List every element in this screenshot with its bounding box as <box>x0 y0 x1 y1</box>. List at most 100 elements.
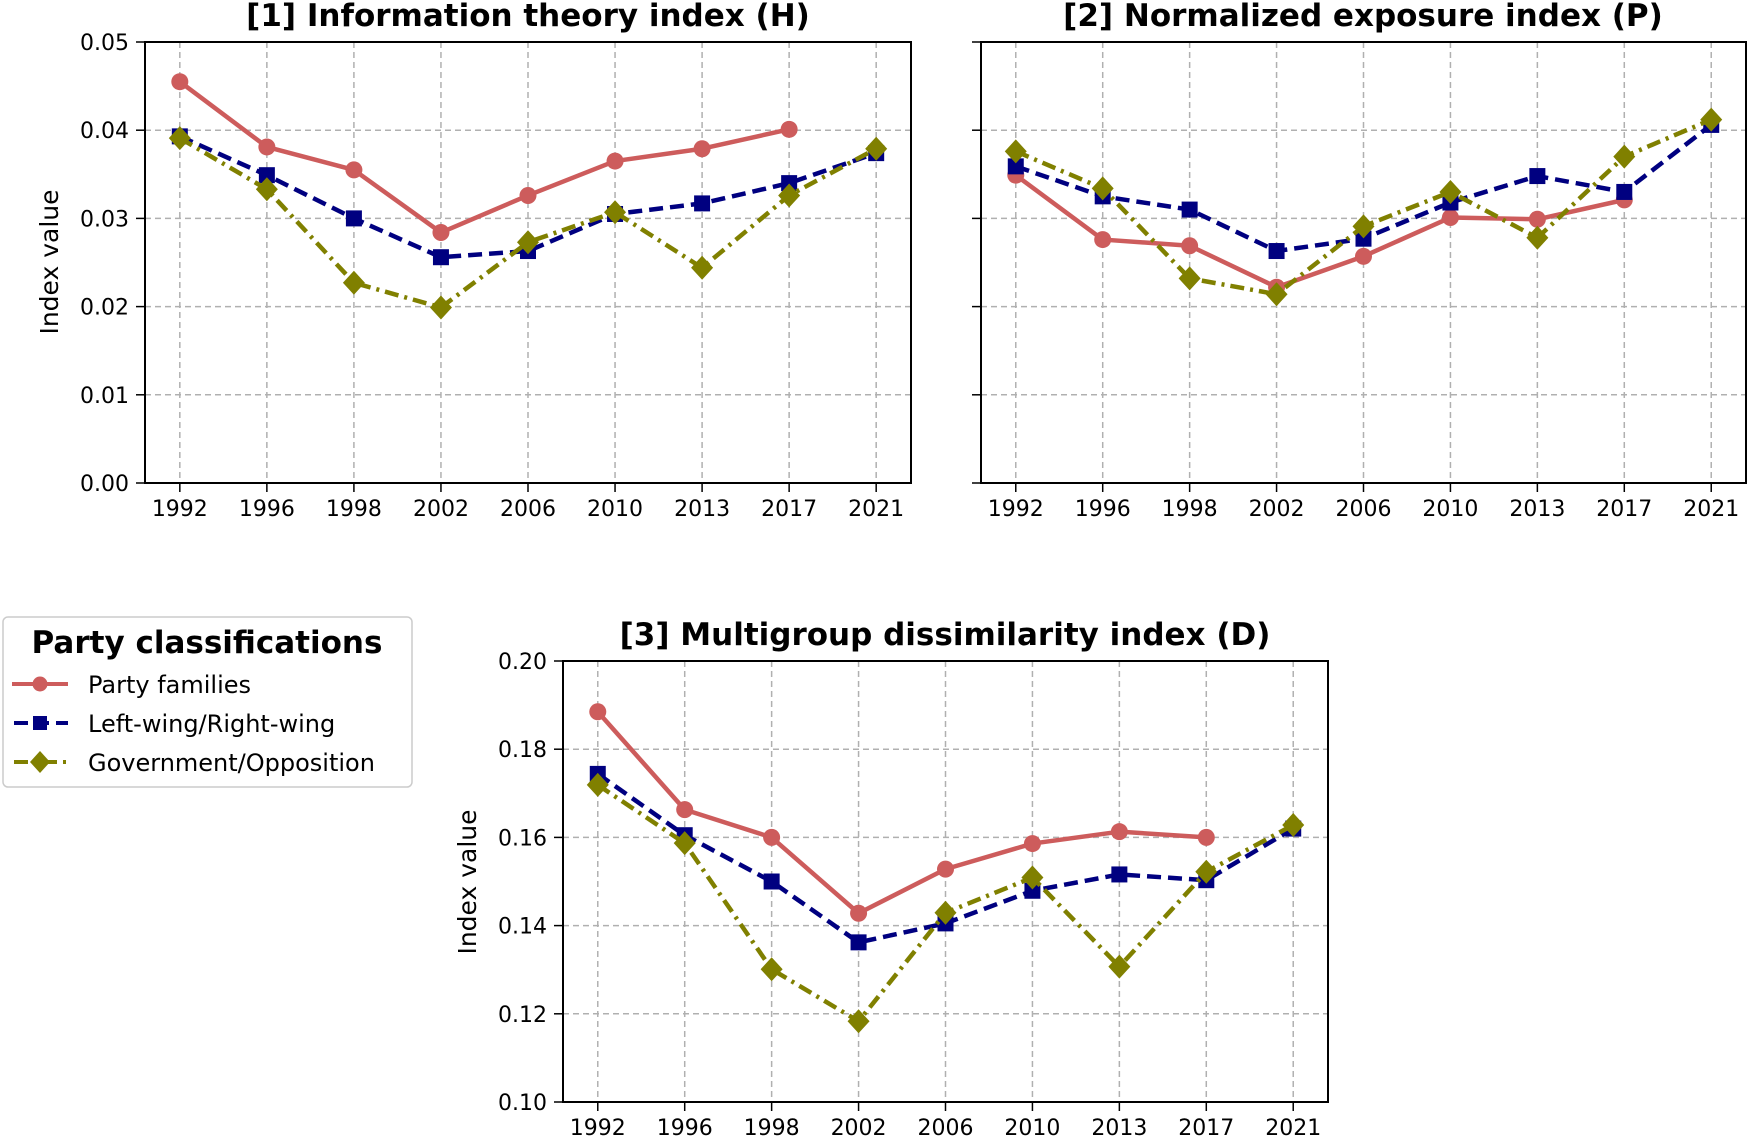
y-tick-label: 0.18 <box>498 738 547 763</box>
series-party-families <box>171 73 798 242</box>
data-point <box>171 73 189 91</box>
y-tick-label: 0.16 <box>498 826 547 851</box>
data-point <box>676 801 694 819</box>
x-tick-label: 2013 <box>1509 497 1565 522</box>
y-axis-label: Index value <box>35 189 64 334</box>
data-point <box>1111 866 1128 883</box>
data-point <box>1021 865 1044 890</box>
data-point <box>1195 859 1218 884</box>
data-point <box>1441 209 1459 227</box>
data-point <box>1023 835 1041 853</box>
x-tick-label: 2006 <box>500 497 556 522</box>
data-point <box>694 195 711 212</box>
data-point <box>1004 139 1027 164</box>
square-marker-icon <box>33 716 47 730</box>
data-point <box>1282 813 1305 838</box>
data-point <box>258 167 275 184</box>
x-tick-label: 1998 <box>326 497 382 522</box>
x-tick-label: 1992 <box>988 497 1044 522</box>
x-tick-label: 2013 <box>674 497 730 522</box>
data-point <box>345 210 362 227</box>
chart-title: [2] Normalized exposure index (P) <box>1063 0 1663 34</box>
y-tick-label: 0.10 <box>498 1091 547 1116</box>
x-tick-label: 2002 <box>831 1116 887 1139</box>
data-point <box>937 860 954 878</box>
x-tick-label: 2010 <box>1422 497 1478 522</box>
x-tick-label: 2013 <box>1091 1116 1147 1139</box>
data-point <box>429 295 452 320</box>
data-point <box>589 703 607 721</box>
legend-entry-left-right: Left-wing/Right-wing <box>14 710 335 738</box>
data-point <box>1007 158 1024 175</box>
y-tick-label: 0.04 <box>80 119 129 144</box>
series-line <box>178 134 877 260</box>
x-tick-label: 1998 <box>744 1116 800 1139</box>
x-tick-label: 2006 <box>918 1116 974 1139</box>
data-point <box>345 161 363 179</box>
x-tick-label: 2017 <box>1178 1116 1234 1139</box>
legend-entry-government-opposition: Government/Opposition <box>14 749 375 777</box>
legend-label: Party families <box>88 671 251 699</box>
data-point <box>1529 168 1546 185</box>
data-point <box>1616 183 1633 200</box>
x-tick-label: 1996 <box>657 1116 713 1139</box>
x-tick-label: 2010 <box>587 497 643 522</box>
data-point <box>850 904 868 922</box>
series-government-opposition <box>168 126 888 320</box>
legend-frame <box>2 616 413 788</box>
data-point <box>604 200 627 225</box>
data-point <box>780 120 798 138</box>
data-point <box>693 140 711 158</box>
y-tick-label: 0.05 <box>80 31 129 56</box>
data-point <box>432 224 450 242</box>
axes-frame <box>562 660 1329 1103</box>
data-point <box>847 1009 870 1034</box>
legend-label: Government/Opposition <box>88 749 375 777</box>
data-point <box>763 828 781 846</box>
x-tick-label: 2017 <box>1596 497 1652 522</box>
data-point <box>1181 237 1199 255</box>
data-point <box>865 136 888 161</box>
x-tick-label: 2002 <box>1249 497 1305 522</box>
gridlines <box>563 661 1328 1102</box>
x-tick-label: 2021 <box>1683 497 1739 522</box>
data-point <box>432 249 449 266</box>
axes-frame <box>144 41 912 484</box>
x-tick-label: 2021 <box>848 497 904 522</box>
data-point <box>673 831 696 856</box>
y-tick-label: 0.20 <box>498 650 547 675</box>
x-tick-label: 2002 <box>413 497 469 522</box>
legend-label: Left-wing/Right-wing <box>88 710 335 738</box>
panel-normalized-exposure-index: [2] Normalized exposure index (P) 1992 19… <box>972 0 1747 522</box>
diamond-marker-icon <box>30 751 50 773</box>
data-point <box>255 177 278 202</box>
y-tick-label: 0.03 <box>80 207 129 232</box>
data-point <box>1265 282 1288 307</box>
legend: Party classifications Party families Lef… <box>2 616 413 788</box>
x-tick-label: 1998 <box>1162 497 1218 522</box>
data-point <box>1268 243 1285 260</box>
x-tick-label: 1992 <box>570 1116 626 1139</box>
chart-title: [1] Information theory index (H) <box>246 0 810 34</box>
series-line <box>178 79 790 235</box>
panel-information-theory-index: [1] Information theory index (H) Index v… <box>35 0 912 522</box>
y-tick-label: 0.02 <box>80 296 129 321</box>
data-point <box>760 957 783 982</box>
data-point <box>778 183 801 208</box>
data-point <box>850 934 867 951</box>
x-tick-label: 2021 <box>1265 1116 1321 1139</box>
data-point <box>1352 214 1375 239</box>
data-point <box>1108 954 1131 979</box>
gridlines <box>145 42 911 483</box>
series-line <box>596 710 1207 916</box>
data-point <box>586 772 609 797</box>
data-point <box>781 175 798 192</box>
circle-marker-icon <box>32 676 48 692</box>
data-point <box>1526 225 1549 250</box>
y-tick-label: 0.00 <box>80 472 129 497</box>
data-point <box>1355 230 1372 247</box>
data-point <box>1197 828 1215 846</box>
y-tick-label: 0.14 <box>498 915 547 940</box>
axes-frame <box>980 41 1747 484</box>
